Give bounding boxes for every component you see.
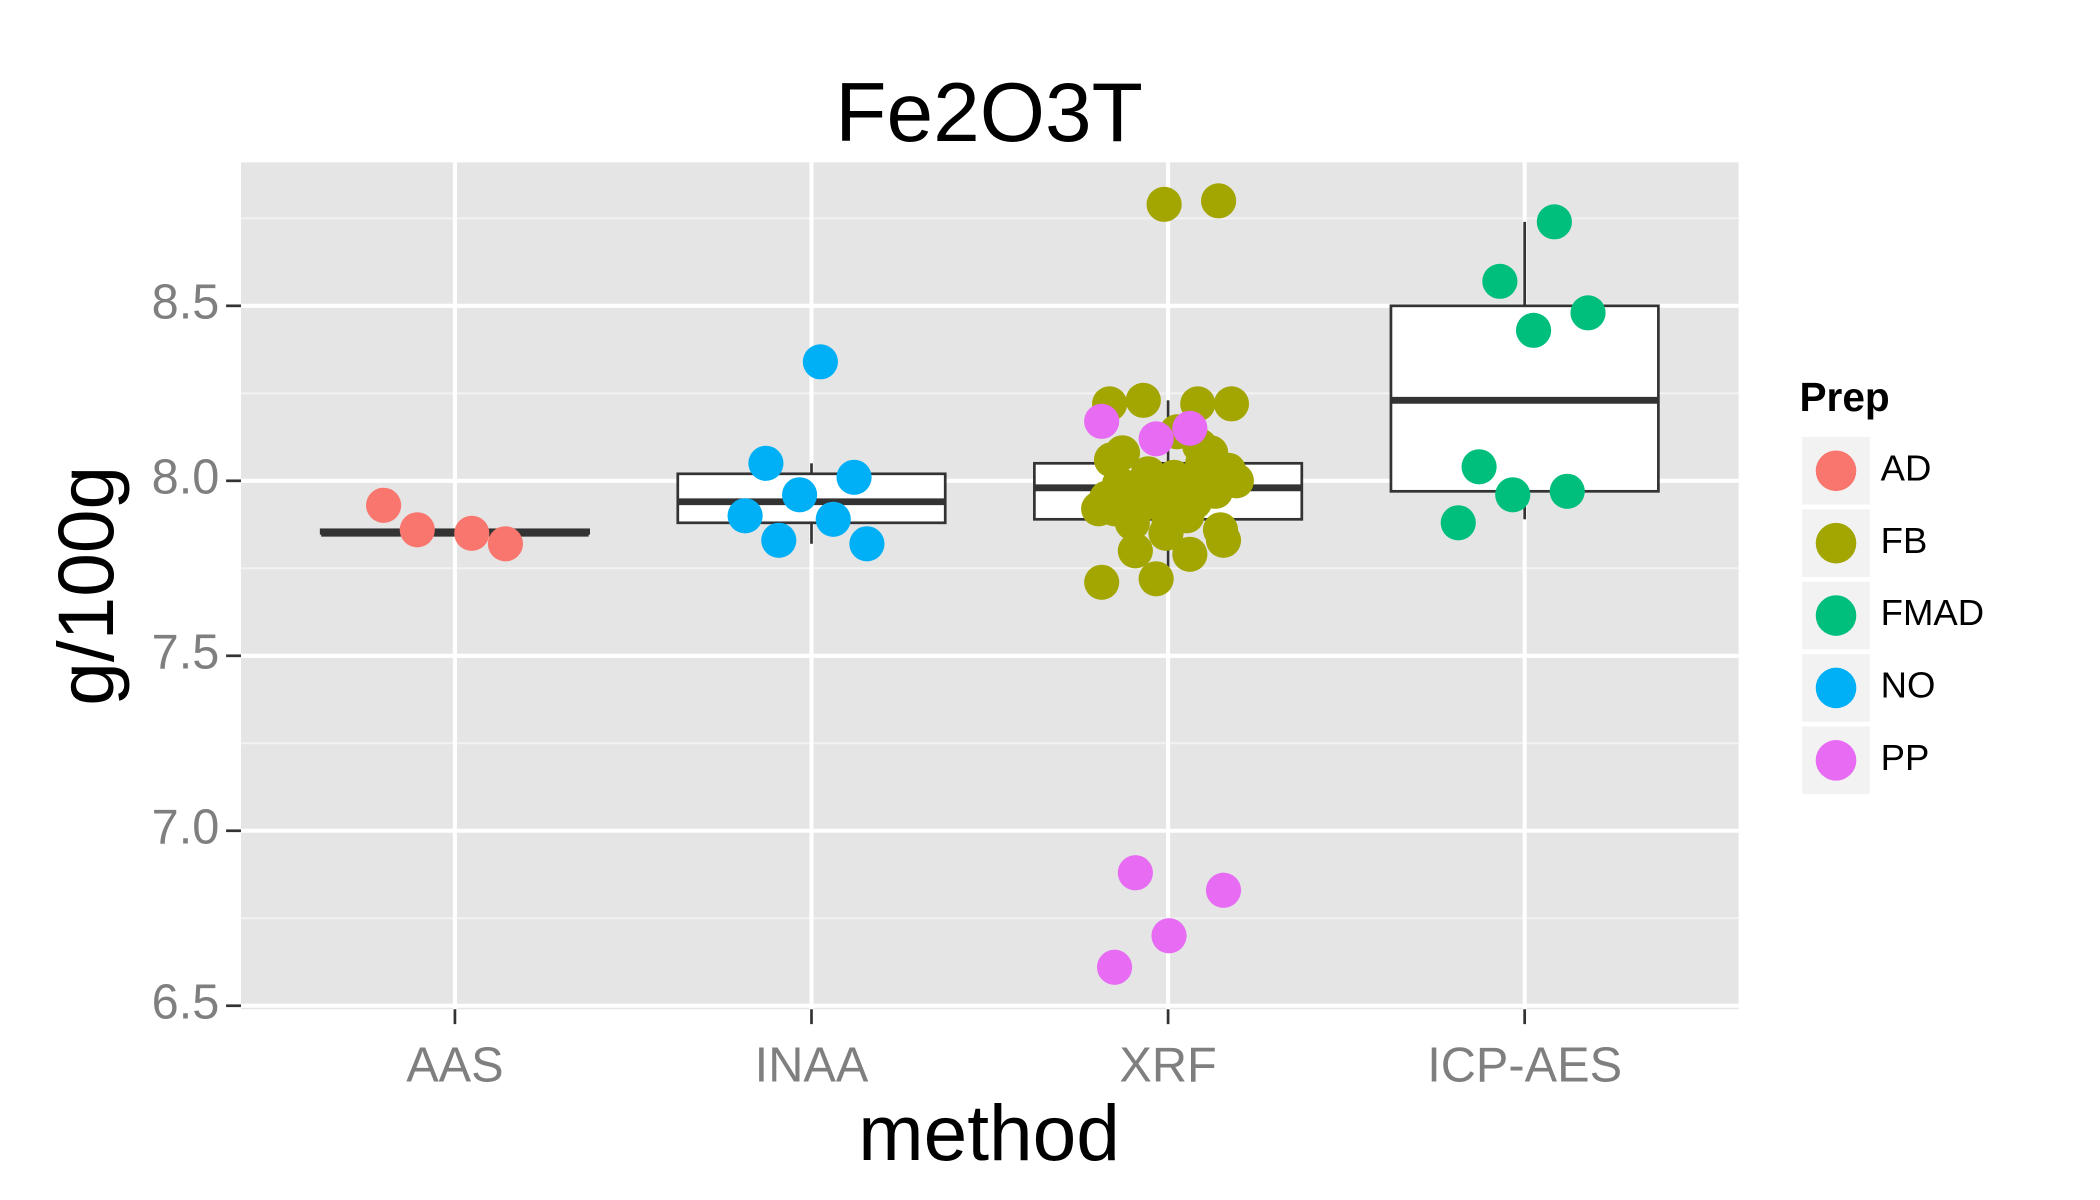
point: [1096, 949, 1133, 985]
legend-label: FB: [1881, 520, 1928, 561]
point: [1151, 918, 1187, 954]
x-tick-label: AAS: [406, 1039, 503, 1093]
point: [1213, 386, 1250, 422]
legend-label: NO: [1881, 665, 1936, 706]
point: [727, 498, 763, 534]
point: [1117, 533, 1153, 569]
legend-label: PP: [1881, 737, 1930, 778]
legend-swatch: [1815, 450, 1857, 492]
point: [802, 344, 838, 380]
point: [1482, 263, 1518, 299]
point: [1461, 449, 1497, 485]
y-tick-label: 7.0: [152, 801, 220, 855]
point: [399, 512, 435, 548]
point: [748, 445, 784, 481]
point: [1148, 515, 1184, 551]
x-tick-label: XRF: [1119, 1039, 1216, 1093]
point: [1172, 536, 1208, 572]
point: [1081, 491, 1117, 527]
point: [1515, 312, 1552, 348]
point: [1190, 473, 1226, 509]
legend-label: AD: [1881, 447, 1932, 488]
point: [1084, 564, 1120, 600]
y-tick-label: 8.0: [152, 451, 220, 505]
point: [1146, 186, 1182, 222]
y-axis-title: g/100g: [42, 466, 130, 706]
legend-label: FMAD: [1881, 592, 1984, 633]
point: [454, 515, 490, 551]
point: [1172, 410, 1208, 446]
x-tick-label: INAA: [755, 1039, 869, 1093]
panel: [240, 162, 1739, 1010]
chart-title: Fe2O3T: [835, 65, 1143, 159]
y-tick-label: 7.5: [152, 626, 220, 680]
point: [1093, 442, 1130, 478]
point: [1205, 872, 1242, 908]
y-tick-label: 6.5: [152, 976, 220, 1030]
point: [761, 522, 797, 558]
point: [1117, 855, 1153, 891]
legend-swatch: [1815, 595, 1857, 636]
point: [1114, 505, 1150, 541]
legend-title: Prep: [1799, 374, 1889, 420]
point: [1495, 477, 1531, 513]
point: [781, 477, 818, 513]
legend-swatch: [1815, 667, 1857, 709]
point: [1135, 480, 1171, 516]
point: [1125, 382, 1161, 418]
point: [849, 526, 885, 562]
x-axis-title: method: [858, 1089, 1120, 1177]
point: [1549, 473, 1585, 509]
point: [1084, 403, 1120, 439]
point: [1202, 512, 1239, 548]
point: [1536, 204, 1572, 240]
point: [1440, 505, 1476, 541]
point: [815, 501, 851, 537]
legend-swatch: [1815, 522, 1857, 564]
point: [366, 487, 402, 523]
point: [487, 526, 524, 562]
y-tick-label: 8.5: [152, 276, 220, 330]
point: [1138, 421, 1174, 457]
point: [1570, 295, 1606, 331]
point: [1201, 183, 1237, 219]
legend-swatch: [1815, 740, 1857, 781]
point: [1138, 561, 1174, 597]
point: [836, 459, 872, 495]
x-tick-label: ICP-AES: [1427, 1039, 1622, 1093]
